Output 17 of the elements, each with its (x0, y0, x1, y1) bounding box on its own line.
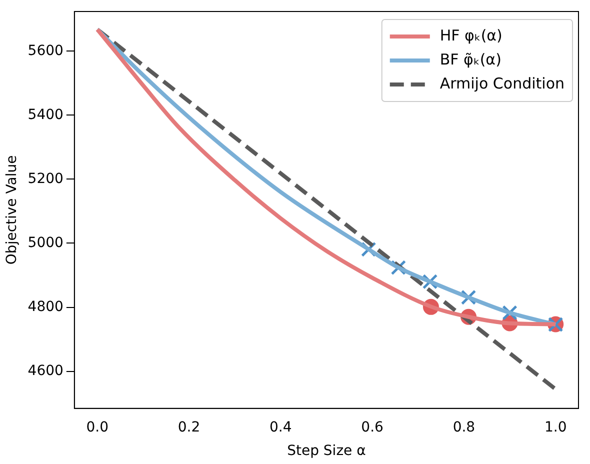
x-tick-label: 0.4 (270, 419, 292, 436)
y-tick-label: 5200 (28, 170, 64, 187)
x-tick-label: 0.6 (361, 419, 384, 436)
x-tick-label: 0.8 (452, 419, 476, 436)
legend-label: HF φₖ(α) (440, 26, 502, 44)
legend-label: Armijo Condition (440, 74, 565, 92)
x-tick-label: 1.0 (544, 419, 567, 436)
x-tick-label: 0.2 (178, 419, 200, 436)
y-tick-label: 4600 (28, 362, 64, 379)
x-tick-label: 0.0 (86, 419, 108, 436)
y-tick-label: 5400 (28, 106, 64, 123)
x-axis-title: Step Size α (287, 443, 366, 460)
y-tick-label: 5000 (28, 234, 64, 251)
y-axis-title: Objective Value (4, 155, 20, 265)
y-tick-label: 4800 (28, 298, 64, 315)
y-tick-label: 5600 (28, 42, 64, 59)
legend-label: BF φ̃ₖ(α) (440, 50, 502, 68)
